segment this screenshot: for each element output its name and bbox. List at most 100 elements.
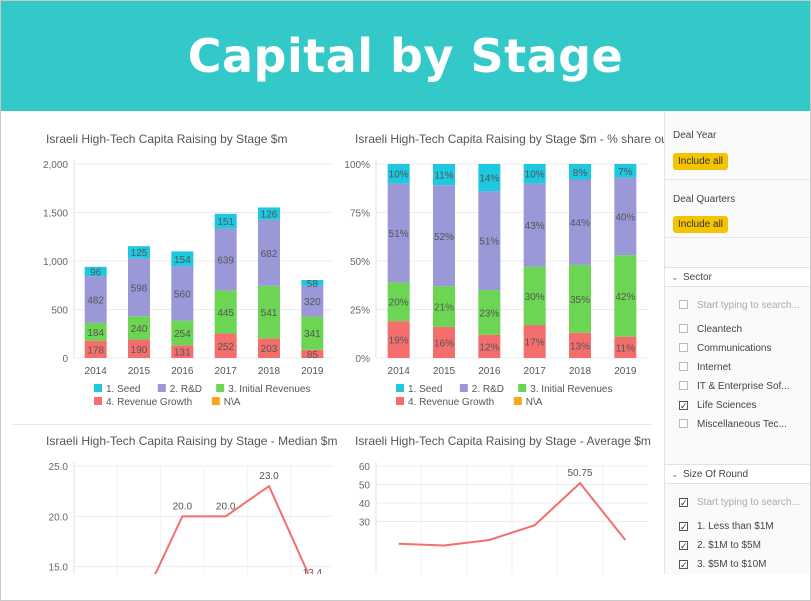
bar-segment[interactable] [387, 321, 410, 358]
checkbox[interactable] [679, 419, 688, 428]
filter-option[interactable]: 2. $1M to $5M [679, 540, 761, 551]
bar-segment[interactable] [478, 334, 501, 358]
y-tick-label: 20.0 [49, 512, 69, 523]
bar-segment[interactable] [569, 332, 591, 358]
chevron-down-icon: ⌄ [671, 272, 679, 282]
bar-segment[interactable] [478, 164, 501, 192]
bar-segment[interactable] [258, 285, 280, 339]
sector-search-input[interactable]: Start typing to search... [679, 300, 800, 311]
bar-segment[interactable] [128, 258, 150, 317]
bar-segment[interactable] [258, 338, 280, 358]
filter-option[interactable]: Communications [679, 343, 771, 354]
checkbox[interactable] [679, 381, 688, 390]
option-label: Miscellaneous Tec... [697, 419, 787, 430]
filter-option[interactable]: Internet [679, 362, 731, 373]
bar-segment[interactable] [478, 191, 501, 291]
bar-segment[interactable] [523, 266, 546, 326]
size-of-round-header[interactable]: ⌄ Size Of Round [665, 464, 810, 484]
data-label: 19% [389, 336, 409, 347]
filter-option[interactable]: Life Sciences [679, 400, 756, 411]
checkbox[interactable] [679, 401, 688, 410]
bar-segment[interactable] [523, 164, 546, 184]
data-label: 254 [174, 329, 191, 340]
bar-segment[interactable] [214, 228, 237, 291]
data-label: 51% [479, 237, 499, 248]
data-label: 20.0 [173, 501, 193, 512]
bar-segment[interactable] [523, 325, 546, 358]
checkbox[interactable] [679, 522, 688, 531]
checkbox[interactable] [679, 324, 688, 333]
deal-year-chip[interactable]: Include all [673, 153, 729, 170]
bar-segment[interactable] [569, 164, 591, 180]
select-all-checkbox[interactable] [679, 498, 688, 507]
bar-segment[interactable] [84, 266, 107, 277]
bar-segment[interactable] [387, 183, 410, 283]
y-tick-label: 30 [359, 518, 371, 529]
legend-swatch [216, 384, 225, 392]
filter-option[interactable]: Miscellaneous Tec... [679, 419, 787, 430]
bar-segment[interactable] [171, 345, 194, 358]
bar-segment[interactable] [569, 264, 591, 333]
bar-segment[interactable] [84, 322, 107, 341]
bar-segment[interactable] [614, 164, 637, 178]
size-search-input[interactable]: Start typing to search... [679, 497, 800, 508]
bar-segment[interactable] [301, 280, 324, 286]
bar-segment[interactable] [301, 349, 324, 358]
data-label: 35% [570, 295, 590, 306]
bar-segment[interactable] [128, 316, 150, 340]
bar-segment[interactable] [128, 339, 150, 358]
bar-segment[interactable] [258, 207, 280, 220]
checkbox[interactable] [679, 343, 688, 352]
series-line[interactable] [96, 484, 313, 574]
checkbox[interactable] [679, 362, 688, 371]
filter-option[interactable]: IT & Enterprise Sof... [679, 381, 790, 392]
y-tick-label: 75% [350, 209, 370, 220]
bar-segment[interactable] [171, 266, 194, 321]
bar-segment[interactable] [171, 320, 194, 346]
bar-segment[interactable] [258, 219, 280, 286]
data-label: 20.0 [216, 501, 236, 512]
bar-segment[interactable] [301, 316, 324, 350]
bar-segment[interactable] [387, 282, 410, 322]
bar-segment[interactable] [214, 333, 237, 358]
bar-segment[interactable] [84, 340, 107, 358]
bar-segment[interactable] [128, 246, 150, 259]
bar-segment[interactable] [433, 286, 455, 327]
series-line[interactable] [398, 481, 627, 547]
y-tick-label: 50 [359, 481, 371, 492]
sector-header[interactable]: ⌄ Sector [665, 267, 810, 287]
legend-swatch [513, 397, 522, 405]
bar-segment[interactable] [614, 177, 637, 256]
bar-segment[interactable] [523, 183, 546, 267]
bar-segment[interactable] [214, 213, 237, 229]
checkbox[interactable] [679, 541, 688, 550]
bar-segment[interactable] [84, 276, 107, 323]
bar-segment[interactable] [214, 290, 237, 334]
deal-quarters-label: Deal Quarters [673, 194, 736, 205]
bar-segment[interactable] [433, 185, 455, 287]
bar-segment[interactable] [614, 255, 637, 337]
bar-segment[interactable] [614, 336, 637, 358]
bar-segment[interactable] [433, 326, 455, 358]
x-tick-label: 2019 [301, 366, 324, 377]
data-label: 240 [131, 324, 148, 335]
x-tick-label: 2017 [524, 366, 547, 377]
bar-segment[interactable] [569, 179, 591, 265]
filter-option[interactable]: Cleantech [679, 324, 742, 335]
bar-segment[interactable] [301, 285, 324, 317]
filter-option[interactable]: 3. $5M to $10M [679, 559, 766, 570]
legend-label: N\A [526, 397, 543, 408]
deal-quarters-chip[interactable]: Include all [673, 216, 729, 233]
select-all-checkbox[interactable] [679, 300, 688, 309]
filter-option[interactable]: 1. Less than $1M [679, 521, 774, 532]
bar-segment[interactable] [171, 251, 194, 267]
legend-swatch [157, 384, 166, 392]
chart-title-median: Israeli High-Tech Capita Raising by Stag… [46, 434, 338, 448]
bar-segment[interactable] [478, 290, 501, 335]
x-tick-label: 2017 [215, 366, 238, 377]
legend-swatch [94, 397, 102, 405]
bar-segment[interactable] [387, 164, 410, 184]
checkbox[interactable] [679, 560, 688, 569]
bar-segment[interactable] [433, 164, 455, 186]
data-label: 131 [174, 348, 191, 359]
